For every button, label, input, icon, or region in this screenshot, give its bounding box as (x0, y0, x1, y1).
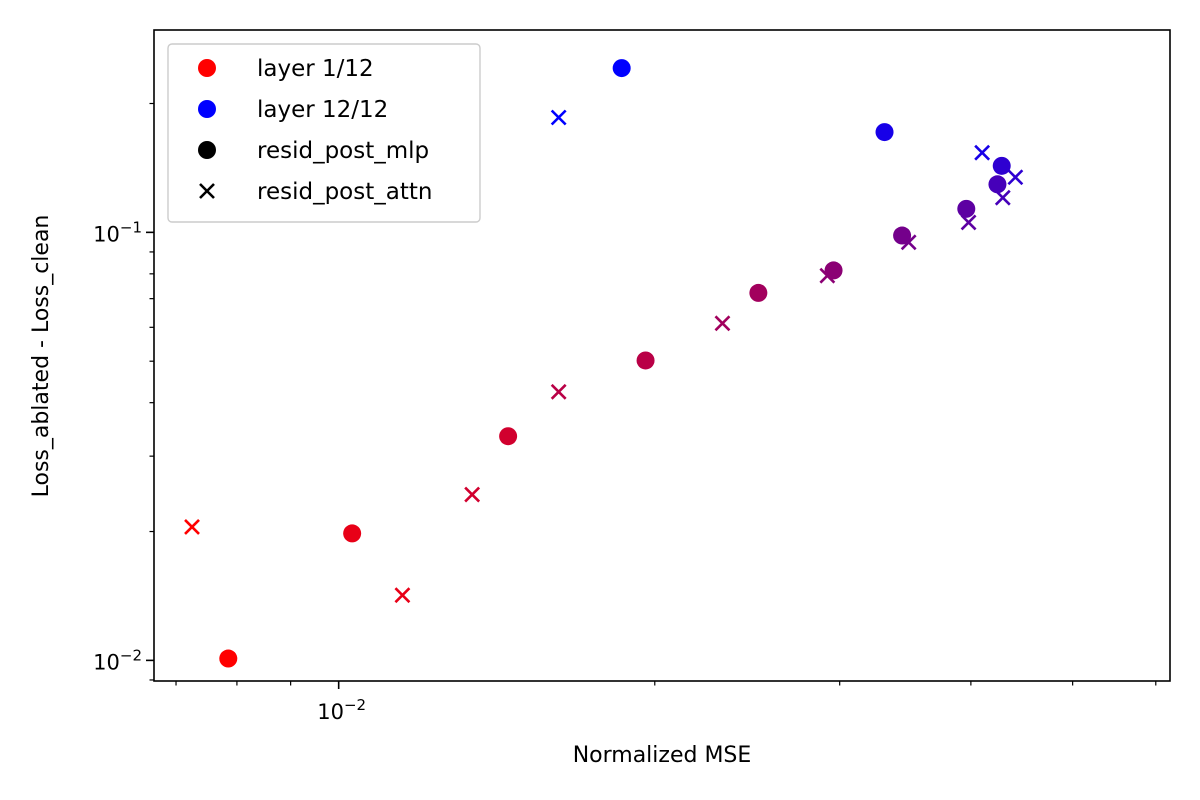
axis-ticks: 10−2 10−2 10−1 (93, 102, 1157, 724)
legend-marker (199, 183, 215, 199)
data-point-attn (1007, 169, 1024, 186)
data-point-mlp (988, 175, 1007, 194)
data-point-attn (550, 383, 567, 400)
x-axis-label: Normalized MSE (573, 743, 752, 768)
x-tick-label: 10−2 (317, 696, 366, 724)
data-point-attn (394, 587, 411, 604)
data-point-attn (900, 234, 917, 251)
data-point-mlp (957, 199, 976, 218)
data-point-attn (184, 519, 200, 535)
data-point-attn (464, 486, 481, 503)
data-point-mlp (343, 524, 362, 543)
y-tick-label: 10−2 (93, 646, 142, 674)
plot-frame (153, 29, 1171, 682)
legend-marker (198, 100, 216, 118)
y-tick-label: 10−1 (93, 218, 142, 246)
legend-label: layer 1/12 (257, 56, 374, 82)
data-point-mlp (499, 427, 518, 446)
data-point-attn (819, 267, 836, 284)
legend-marker (198, 59, 216, 77)
legend: layer 1/12 layer 12/12 resid_post_mlpresid… (167, 43, 481, 223)
data-point-attn (994, 189, 1011, 206)
data-point-mlp (612, 59, 631, 78)
legend-entry: layer 1/12 (198, 56, 374, 82)
data-points (184, 59, 1024, 668)
legend-label: resid_post_mlp (257, 138, 429, 164)
data-point-mlp (636, 351, 655, 370)
legend-entry: resid_post_mlp (198, 138, 429, 164)
legend-entry: layer 12/12 (198, 97, 388, 123)
data-point-mlp (875, 123, 894, 142)
legend-entry: resid_post_attn (199, 179, 432, 205)
data-point-attn (714, 315, 731, 332)
legend-label: resid_post_attn (257, 179, 432, 205)
data-point-attn (960, 214, 977, 231)
data-point-mlp (992, 156, 1011, 175)
data-point-attn (550, 109, 567, 126)
legend-box (167, 43, 481, 223)
data-point-attn (974, 144, 991, 161)
data-point-mlp (749, 283, 768, 302)
legend-marker (198, 141, 216, 159)
y-axis-label: Loss_ablated - Loss_clean (29, 215, 54, 498)
legend-label: layer 12/12 (257, 97, 388, 123)
data-point-mlp (219, 649, 238, 668)
